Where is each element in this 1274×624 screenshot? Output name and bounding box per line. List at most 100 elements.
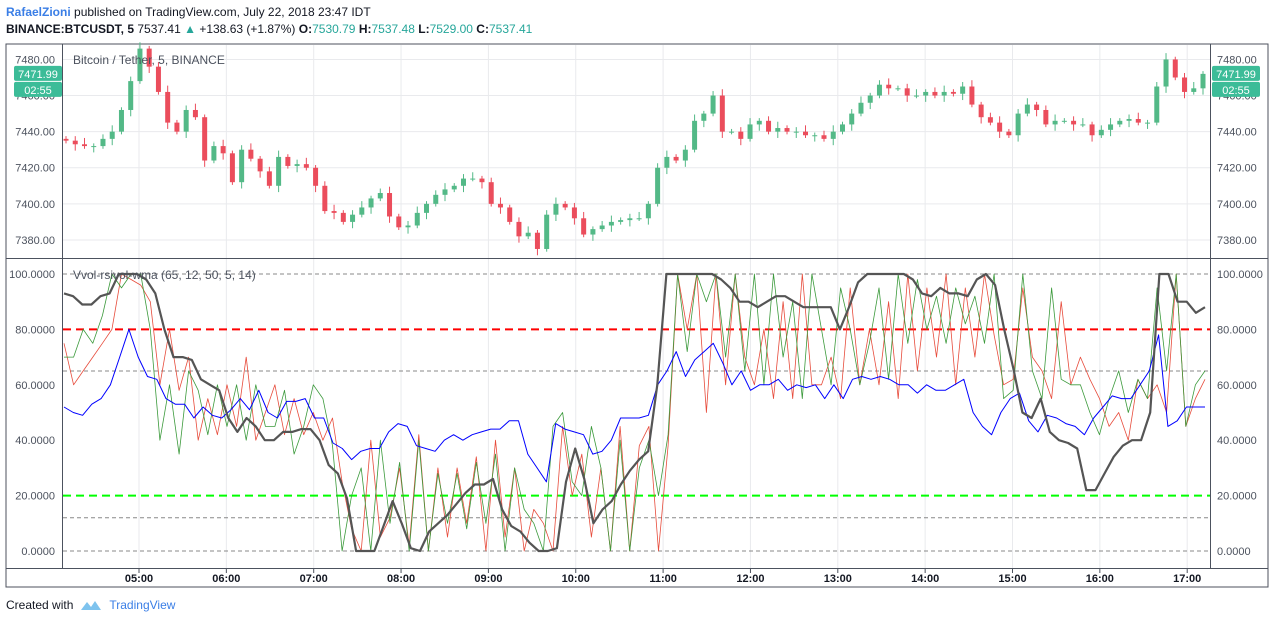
x-tick-label: 13:00 (824, 573, 852, 585)
candle-body (239, 149, 245, 183)
candle-body (91, 146, 97, 148)
ind-tick-left: 80.0000 (15, 324, 55, 336)
candle-body (590, 229, 596, 235)
price-tick-left: 7440.00 (15, 127, 55, 139)
candle-body (377, 193, 383, 199)
chart-header: RafaelZioni published on TradingView.com… (6, 4, 371, 21)
x-tick-label: 11:00 (649, 573, 677, 585)
candle-body (479, 178, 485, 183)
price-tick-right: 7400.00 (1217, 199, 1257, 211)
author-link[interactable]: RafaelZioni (6, 5, 71, 19)
candle-body (701, 113, 707, 121)
candle-body (969, 86, 975, 105)
candle-body (618, 220, 624, 222)
candle-body (1126, 119, 1132, 121)
candle-body (109, 131, 115, 139)
candle-body (747, 124, 753, 139)
candle-body (682, 149, 688, 161)
candle-body (627, 218, 633, 221)
candle-body (350, 214, 356, 222)
candle-body (516, 221, 522, 237)
candle-body (719, 95, 725, 132)
candle-body (72, 140, 78, 145)
candles (63, 42, 1206, 256)
candle-body (932, 91, 938, 96)
candle-body (497, 203, 503, 208)
candle-body (1098, 129, 1104, 136)
ind-tick-left: 0.0000 (21, 546, 55, 558)
time-badge-bg (14, 81, 62, 97)
candle-body (387, 193, 393, 217)
candle-body (433, 194, 439, 204)
candle-body (313, 167, 319, 186)
candle-body (1108, 124, 1114, 130)
ind-tick-right: 80.0000 (1217, 324, 1257, 336)
candle-body (294, 164, 300, 166)
ind-tick-right: 20.0000 (1217, 491, 1257, 503)
ind-tick-right: 60.0000 (1217, 380, 1257, 392)
footer: Created with TradingView (6, 598, 175, 612)
published-text: published on TradingView.com, July 22, 2… (74, 5, 371, 19)
candle-body (876, 84, 882, 96)
candle-body (229, 153, 235, 183)
price-tick-left: 7400.00 (15, 199, 55, 211)
candle-body (174, 122, 180, 132)
candle-body (793, 131, 799, 133)
candle-body (192, 109, 198, 118)
price-pane-title: Bitcoin / Tether, 5, BINANCE (73, 53, 225, 67)
candle-body (276, 156, 282, 186)
candle-body (165, 91, 171, 123)
high-value: 7537.48 (371, 22, 415, 36)
candle-body (183, 109, 189, 132)
candle-body (645, 203, 651, 219)
candle-body (1052, 120, 1058, 125)
candle-body (248, 149, 254, 159)
price-tick-left: 7420.00 (15, 163, 55, 175)
time-badge-bg (1212, 81, 1260, 97)
low-value: 7529.00 (429, 22, 473, 36)
candle-body (155, 66, 161, 92)
candle-body (220, 146, 226, 154)
x-tick-label: 17:00 (1173, 573, 1201, 585)
candle-body (655, 167, 661, 204)
tradingview-link[interactable]: TradingView (109, 598, 176, 612)
candle-body (636, 218, 642, 220)
chart-area[interactable]: 05:00 06:00 07:00 08:00 09:00 10:00 11:00 12:00… (0, 0, 1274, 600)
candle-body (442, 189, 448, 195)
last-price: 7537.41 (137, 22, 181, 36)
tradingview-logo-icon (81, 601, 102, 610)
indicator-pane-title: Vvol-rsivol-wma (65, 12, 50, 5, 14) (73, 268, 256, 282)
x-tick-label: 12:00 (736, 573, 764, 585)
open-label: O: (298, 22, 313, 36)
candle-body (424, 203, 430, 213)
candle-body (562, 203, 568, 208)
open-value: 7530.79 (312, 22, 356, 36)
ind-tick-right: 40.0000 (1217, 435, 1257, 447)
indicator-series-line (63, 328, 1205, 483)
price-tick-left: 7380.00 (15, 235, 55, 247)
candle-body (137, 48, 143, 82)
candle-body (285, 156, 291, 166)
high-label: H: (358, 22, 372, 36)
ind-tick-right: 100.0000 (1217, 269, 1263, 281)
price-badge-bg (14, 65, 62, 81)
candle-body (987, 117, 993, 123)
candle-body (257, 158, 263, 172)
candle-body (710, 95, 716, 114)
candle-body (1089, 124, 1095, 136)
x-tick-label: 16:00 (1086, 573, 1114, 585)
x-tick-label: 14:00 (911, 573, 939, 585)
candle-body (470, 178, 476, 180)
candle-body (1043, 109, 1049, 125)
candle-body (525, 232, 531, 237)
up-arrow-icon: ▲ (184, 22, 196, 36)
chart-frame (5, 43, 1269, 588)
candle-body (997, 122, 1003, 132)
candle-body (729, 131, 735, 133)
candle-body (1145, 122, 1151, 124)
candle-body (331, 211, 337, 213)
candle-body (858, 102, 864, 114)
candle-body (766, 120, 772, 132)
x-tick-label: 07:00 (300, 573, 328, 585)
close-value: 7537.41 (488, 22, 533, 36)
